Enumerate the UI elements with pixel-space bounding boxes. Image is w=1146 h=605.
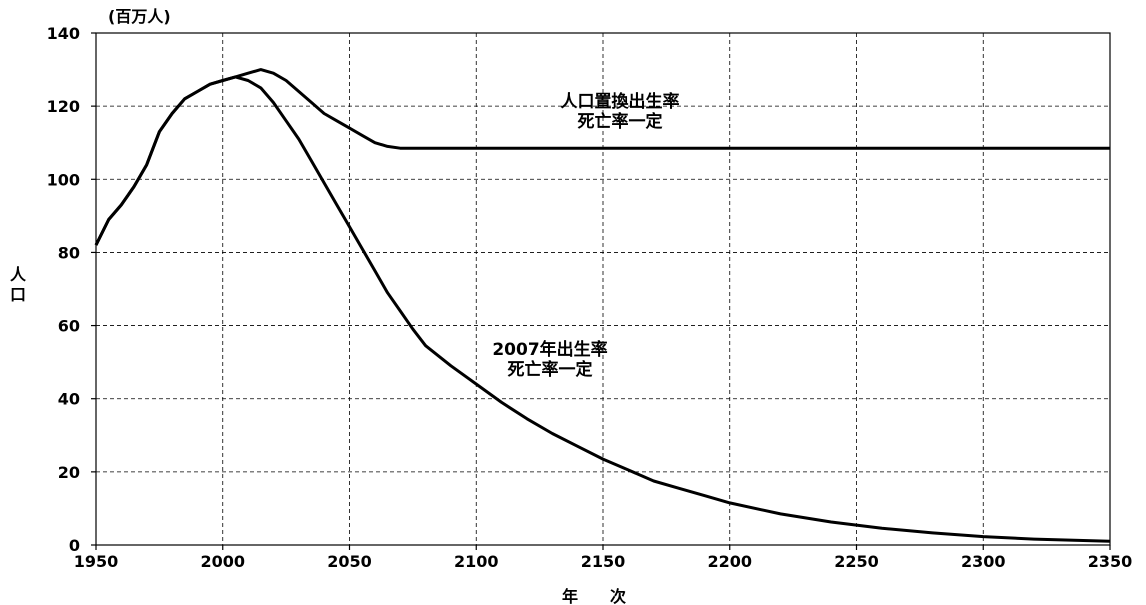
y-axis-title-char: 口 xyxy=(10,285,26,304)
y-tick-label: 100 xyxy=(47,170,80,189)
y-tick-label: 120 xyxy=(47,97,80,116)
x-tick-label: 2250 xyxy=(834,552,879,571)
x-tick-label: 2200 xyxy=(707,552,752,571)
y-axis-title-char: 人 xyxy=(10,265,27,284)
x-tick-label: 1950 xyxy=(74,552,119,571)
x-axis-title: 年 次 xyxy=(562,587,626,605)
series-annotation-2: 2007年出生率 xyxy=(492,339,607,360)
y-tick-label: 140 xyxy=(47,24,80,43)
y-tick-label: 40 xyxy=(58,390,80,409)
series-line-2 xyxy=(94,75,1111,543)
series-annotation-1: 人口置換出生率 xyxy=(561,91,680,112)
unit-label: (百万人) xyxy=(108,7,171,26)
series-layer xyxy=(94,68,1111,543)
series-annotation-1: 死亡率一定 xyxy=(578,111,663,132)
tick-labels: 1950 2000 2050 2100 2150 2200 2250 2300 2350 0 20 4… xyxy=(47,24,1133,571)
y-tick-label: 0 xyxy=(69,536,80,555)
x-tick-label: 2300 xyxy=(961,552,1006,571)
y-tick-label: 80 xyxy=(58,243,80,262)
x-tick-label: 2350 xyxy=(1088,552,1133,571)
grid xyxy=(91,32,1111,550)
x-tick-label: 2150 xyxy=(581,552,626,571)
y-axis-title: 人口 xyxy=(10,265,27,304)
series-annotation-2: 死亡率一定 xyxy=(508,359,593,380)
y-tick-label: 20 xyxy=(58,463,80,482)
y-tick-label: 60 xyxy=(58,317,80,336)
plot-frame xyxy=(95,32,1111,546)
x-tick-label: 2050 xyxy=(327,552,372,571)
x-tick-label: 2000 xyxy=(200,552,245,571)
x-tick-label: 2100 xyxy=(454,552,499,571)
